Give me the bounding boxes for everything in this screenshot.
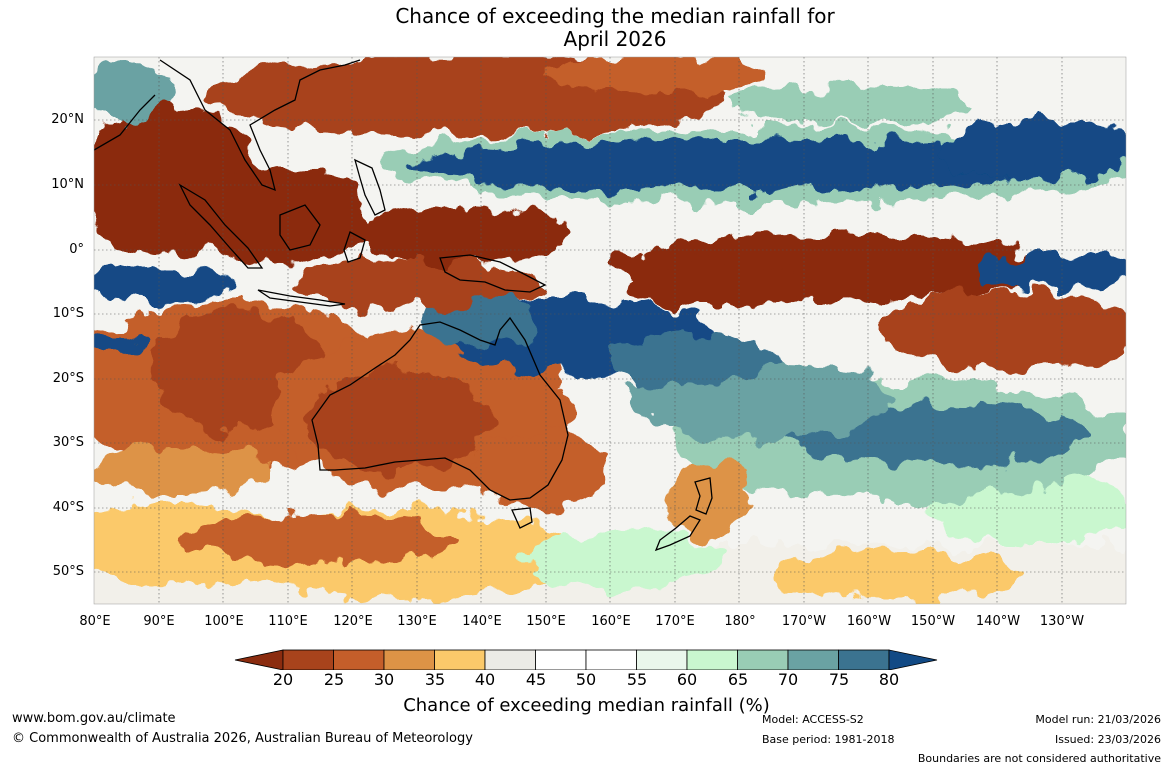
lon-label: 140°W [975, 614, 1021, 629]
colorbar-segment [484, 649, 536, 670]
colorbar-tick: 55 [626, 670, 648, 689]
colorbar-segment [333, 649, 385, 670]
lat-label: 0° [69, 242, 84, 257]
lon-label: 90°E [143, 614, 175, 629]
lat-label: 50°S [52, 564, 84, 579]
lon-label: 160°W [846, 614, 892, 629]
lon-label: 140°E [462, 614, 502, 629]
map-title-line2: April 2026 [563, 27, 667, 51]
colorbar-segment [383, 649, 435, 670]
lon-label: 100°E [204, 614, 244, 629]
colorbar-label: Chance of exceeding median rainfall (%) [403, 695, 770, 716]
lon-label: 170°E [655, 614, 695, 629]
colorbar-segment [434, 649, 486, 670]
map-title-line1: Chance of exceeding the median rainfall … [395, 4, 835, 28]
colorbar-segment [737, 649, 789, 670]
colorbar-tick: 30 [373, 670, 395, 689]
colorbar-tick: 40 [474, 670, 496, 689]
lat-label: 30°S [52, 435, 84, 450]
colorbar-segment [838, 649, 890, 670]
footer-model: Model: ACCESS-S2 [762, 713, 864, 726]
colorbar-tick: 20 [272, 670, 294, 689]
colorbar-segment [585, 649, 637, 670]
colorbar-tick: 35 [424, 670, 446, 689]
lat-label: 40°S [52, 500, 84, 515]
lon-label: 80°E [79, 614, 111, 629]
colorbar-tick: 25 [323, 670, 345, 689]
colorbar-tick: 80 [878, 670, 900, 689]
lon-label: 180° [724, 614, 756, 629]
footer-base-period: Base period: 1981-2018 [762, 733, 895, 746]
coastline [94, 59, 713, 552]
lon-label: 170°W [781, 614, 827, 629]
footer-disclaimer: Boundaries are not considered authoritat… [917, 752, 1161, 765]
footer-issued: Issued: 23/03/2026 [1054, 733, 1161, 746]
lat-label: 20°S [52, 371, 84, 386]
lon-label: 150°E [526, 614, 566, 629]
colorbar-tick: 70 [777, 670, 799, 689]
lon-label: 120°E [333, 614, 373, 629]
colorbar-extend-low [234, 649, 284, 670]
colorbar-segment [535, 649, 587, 670]
lat-label: 10°N [51, 177, 84, 192]
map-field [94, 57, 1126, 604]
colorbar-extend-high [888, 649, 938, 670]
lat-label: 20°N [51, 112, 84, 127]
footer-url[interactable]: www.bom.gov.au/climate [12, 711, 176, 726]
colorbar-segment [636, 649, 688, 670]
lon-label: 160°E [591, 614, 631, 629]
colorbar-tick: 50 [575, 670, 597, 689]
colorbar-segment [686, 649, 738, 670]
colorbar-tick: 75 [828, 670, 850, 689]
colorbar-segment [787, 649, 839, 670]
footer-model-run: Model run: 21/03/2026 [1035, 713, 1161, 726]
lon-label: 110°E [268, 614, 308, 629]
colorbar [234, 649, 938, 670]
colorbar-segment [282, 649, 334, 670]
lon-label: 130°E [397, 614, 437, 629]
lon-label: 150°W [910, 614, 956, 629]
colorbar-tick: 65 [727, 670, 749, 689]
footer-copyright: © Commonwealth of Australia 2026, Austra… [12, 731, 473, 746]
lon-label: 130°W [1039, 614, 1085, 629]
colorbar-tick: 45 [525, 670, 547, 689]
colorbar-tick: 60 [676, 670, 698, 689]
lat-label: 10°S [52, 306, 84, 321]
